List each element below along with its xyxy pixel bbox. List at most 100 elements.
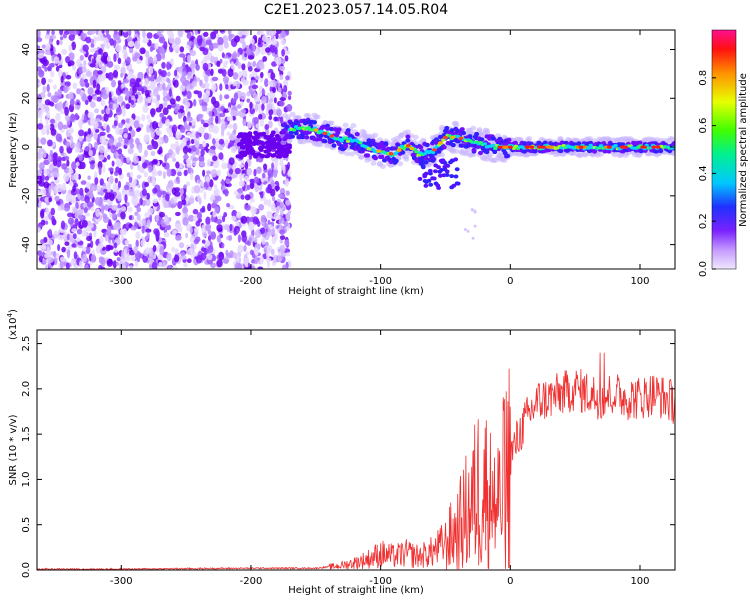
heatmap-cell <box>185 232 189 239</box>
heatmap-cell <box>192 208 199 215</box>
heatmap-cell <box>115 159 122 166</box>
heatmap-cell <box>115 52 119 59</box>
heatmap-cell <box>607 145 612 149</box>
heatmap-cell <box>247 55 255 60</box>
heatmap-cell <box>203 181 208 188</box>
heatmap-cell <box>81 161 86 170</box>
heatmap-cell <box>40 239 44 245</box>
heatmap-cell <box>81 73 86 80</box>
x-tick-label: 0 <box>507 276 513 287</box>
heatmap-cell <box>216 224 223 232</box>
heatmap-cell <box>244 257 249 262</box>
heatmap-cell <box>254 229 262 239</box>
heatmap-cell <box>453 120 460 126</box>
heatmap-cell <box>176 178 181 184</box>
heatmap-cell <box>71 243 76 248</box>
heatmap-cell <box>285 252 291 257</box>
heatmap-cell <box>177 112 183 119</box>
heatmap-cell <box>278 100 285 107</box>
heatmap-cell <box>220 123 226 132</box>
heatmap-cell <box>198 197 202 206</box>
heatmap-cell <box>195 131 200 139</box>
heatmap-cell <box>444 172 450 177</box>
heatmap-cell <box>203 31 209 37</box>
heatmap-cell <box>161 61 166 69</box>
heatmap-cell <box>108 219 112 226</box>
heatmap-cell <box>129 47 134 54</box>
heatmap-cell <box>545 145 551 149</box>
heatmap-cell <box>277 193 284 198</box>
heatmap-cell <box>130 226 137 231</box>
heatmap-cell <box>55 252 60 260</box>
heatmap-cell <box>236 134 242 139</box>
heatmap-cell <box>221 179 225 186</box>
heatmap-cell <box>90 43 95 48</box>
heatmap-cell <box>266 103 273 111</box>
heatmap-cell <box>201 239 206 244</box>
heatmap-cell <box>177 171 182 177</box>
heatmap-cell <box>151 98 158 103</box>
heatmap-cell <box>166 127 170 132</box>
heatmap-cell <box>64 241 70 246</box>
heatmap-cell <box>96 185 102 192</box>
heatmap-cell <box>143 171 148 178</box>
heatmap-cell <box>225 249 229 256</box>
heatmap-cell <box>290 134 295 139</box>
heatmap-cell <box>187 214 195 222</box>
heatmap-cell <box>157 221 161 226</box>
heatmap-cell <box>461 130 467 136</box>
heatmap-cell <box>430 150 436 155</box>
heatmap-cell <box>175 234 182 241</box>
heatmap-cell <box>117 57 122 65</box>
heatmap-cell <box>156 31 162 36</box>
heatmap-cell <box>52 95 59 104</box>
heatmap-cell <box>222 215 226 223</box>
heatmap-cell <box>252 92 258 100</box>
heatmap-cell <box>227 106 231 112</box>
heatmap-cell <box>48 239 53 246</box>
heatmap-cell <box>234 262 241 269</box>
heatmap-cell <box>37 223 43 228</box>
heatmap-cell <box>263 198 268 206</box>
heatmap-cell <box>81 66 87 73</box>
heatmap-cell <box>230 61 235 70</box>
heatmap-cell <box>217 44 224 52</box>
heatmap-cell <box>162 82 166 91</box>
heatmap-cell <box>508 145 513 149</box>
heatmap-cell <box>109 38 115 46</box>
heatmap-cell <box>126 172 131 178</box>
heatmap-cell <box>253 176 260 184</box>
heatmap-cell <box>138 144 143 154</box>
heatmap-cell <box>129 143 135 149</box>
heatmap-cell <box>98 154 105 161</box>
heatmap-cell <box>502 145 508 149</box>
heatmap-cell <box>139 55 143 61</box>
heatmap-cell <box>91 185 96 191</box>
heatmap-cell <box>212 42 219 49</box>
heatmap-cell <box>260 191 264 199</box>
heatmap-cell <box>322 131 328 135</box>
heatmap-cell <box>140 239 145 247</box>
heatmap-cell <box>275 201 281 207</box>
heatmap-cell <box>217 36 224 46</box>
heatmap-cell <box>221 162 228 170</box>
heatmap-cell <box>111 204 118 211</box>
heatmap-cell <box>348 151 355 157</box>
heatmap-cell <box>491 143 496 147</box>
heatmap-cell <box>68 34 75 41</box>
heatmap-cell <box>83 137 87 142</box>
heatmap-cell <box>282 92 288 99</box>
heatmap-cell <box>478 150 483 156</box>
heatmap-cell <box>179 46 185 53</box>
heatmap-cell <box>331 143 337 148</box>
heatmap-cell <box>279 97 286 102</box>
heatmap-cell <box>42 259 47 265</box>
heatmap-cell <box>115 107 123 116</box>
heatmap-cell <box>229 132 236 141</box>
x-tick-label: -200 <box>240 276 263 287</box>
heatmap-cell <box>397 161 404 167</box>
heatmap-cell <box>493 146 498 150</box>
heatmap-cell <box>473 209 477 213</box>
heatmap-cell <box>50 34 57 40</box>
heatmap-cell <box>68 127 74 134</box>
